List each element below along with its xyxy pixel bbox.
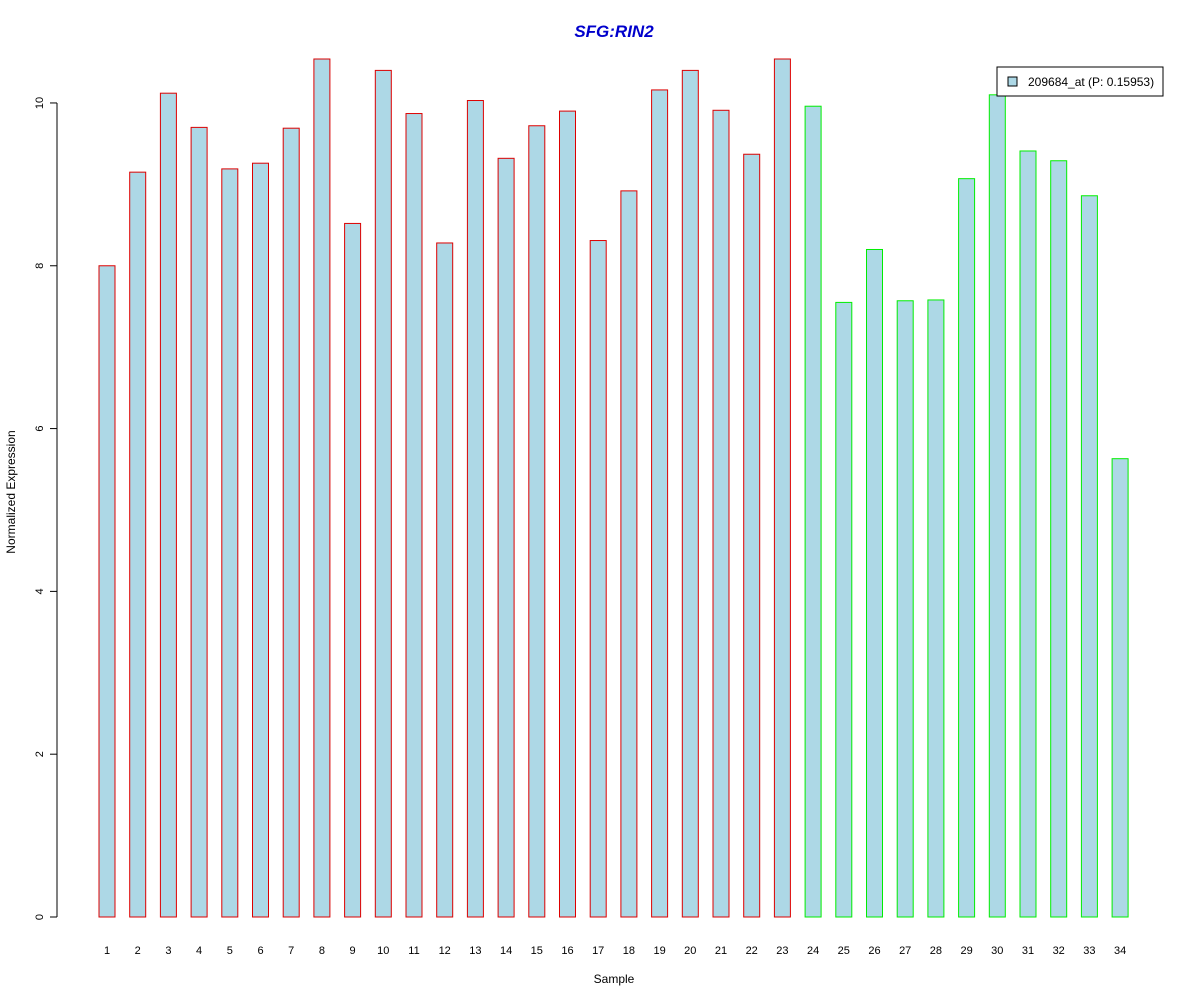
x-tick-label: 34: [1114, 945, 1126, 957]
bar-sample-11: [405, 113, 423, 918]
chart-title: SFG:RIN2: [574, 22, 654, 41]
bar-sample-28: [927, 299, 945, 918]
bar-sample-16: [559, 110, 576, 918]
x-tick-labels: 1 2 3 4 5 6 7 8 9 10 11 12 13 14 15 16 17 18 19 20 21 22 23 24 2…: [104, 945, 1126, 957]
bar-sample-5: [221, 168, 239, 918]
bar-sample-22: [743, 153, 761, 918]
x-tick-label: 6: [257, 945, 263, 957]
x-tick-label: 23: [776, 945, 788, 957]
bar-sample-33: [1080, 195, 1098, 918]
bar-sample-9: [344, 222, 362, 918]
bar-sample-12: [436, 242, 454, 918]
x-tick-label: 18: [623, 945, 635, 957]
bar-sample-32: [1050, 160, 1068, 918]
y-ticks: 0 2 4 6 8 10: [34, 97, 57, 920]
bar-sample-2: [129, 171, 147, 918]
x-tick-label: 31: [1022, 945, 1034, 957]
x-tick-label: 24: [807, 945, 819, 957]
y-tick-label: 8: [34, 263, 46, 269]
bar-sample-7: [282, 127, 300, 918]
x-tick-label: 16: [561, 945, 573, 957]
x-tick-label: 8: [319, 945, 325, 957]
y-tick-label: 0: [34, 914, 46, 920]
bar-sample-17: [589, 240, 607, 918]
x-tick-label: 5: [227, 945, 233, 957]
x-tick-label: 7: [288, 945, 294, 957]
x-tick-label: 3: [165, 945, 171, 957]
x-tick-label: 28: [930, 945, 942, 957]
bar-sample-3: [159, 92, 177, 918]
y-tick-label: 2: [34, 751, 46, 757]
bar-sample-20: [681, 69, 699, 918]
bar-sample-13: [466, 100, 484, 918]
x-tick-label: 10: [377, 945, 389, 957]
x-tick-label: 33: [1083, 945, 1095, 957]
x-tick-label: 9: [350, 945, 356, 957]
bar-sample-29: [958, 178, 976, 918]
x-tick-label: 26: [868, 945, 880, 957]
bars: [98, 58, 1129, 918]
y-tick-label: 6: [34, 426, 46, 432]
bar-sample-27: [896, 300, 914, 918]
legend-swatch: [1007, 76, 1018, 87]
x-tick-label: 25: [838, 945, 850, 957]
x-tick-label: 12: [439, 945, 451, 957]
x-tick-label: 30: [991, 945, 1003, 957]
y-tick-label: 4: [34, 588, 46, 594]
bar-sample-15: [528, 125, 546, 918]
x-tick-label: 27: [899, 945, 911, 957]
x-tick-label: 14: [500, 945, 512, 957]
bar-sample-21: [712, 109, 730, 918]
x-axis-label: Sample: [594, 972, 635, 986]
x-tick-label: 32: [1053, 945, 1065, 957]
legend-box: [996, 66, 1164, 97]
y-tick-label: 10: [34, 97, 46, 109]
x-tick-label: 29: [960, 945, 972, 957]
bar-sample-34: [1111, 458, 1129, 918]
bar-sample-23: [773, 58, 791, 918]
x-tick-label: 2: [135, 945, 141, 957]
x-tick-label: 20: [684, 945, 696, 957]
bar-sample-10: [374, 69, 392, 918]
y-axis-label: Normalized Expression: [4, 430, 18, 553]
bar-sample-30: [988, 94, 1006, 918]
bar-sample-31: [1019, 150, 1037, 918]
bar-sample-18: [620, 190, 638, 918]
x-tick-label: 13: [469, 945, 481, 957]
bar-sample-4: [190, 126, 208, 918]
bar-sample-26: [866, 248, 883, 918]
bar-sample-19: [651, 89, 669, 918]
bar-sample-8: [313, 58, 331, 918]
bar-sample-24: [804, 105, 822, 918]
bar-sample-25: [835, 301, 853, 918]
y-axis: 0 2 4 6 8 10: [34, 97, 58, 920]
x-tick-label: 15: [531, 945, 543, 957]
bar-sample-6: [252, 162, 269, 918]
x-tick-label: 21: [715, 945, 727, 957]
bar-sample-1: [98, 265, 116, 918]
x-tick-label: 17: [592, 945, 604, 957]
x-tick-label: 11: [408, 945, 419, 957]
x-tick-label: 19: [653, 945, 665, 957]
legend: 209684_at (P: 0.15953): [996, 66, 1164, 97]
legend-label: 209684_at (P: 0.15953): [1028, 75, 1154, 89]
x-tick-label: 1: [104, 945, 110, 957]
x-tick-label: 22: [746, 945, 758, 957]
x-tick-label: 4: [196, 945, 202, 957]
bar-sample-14: [497, 157, 515, 918]
